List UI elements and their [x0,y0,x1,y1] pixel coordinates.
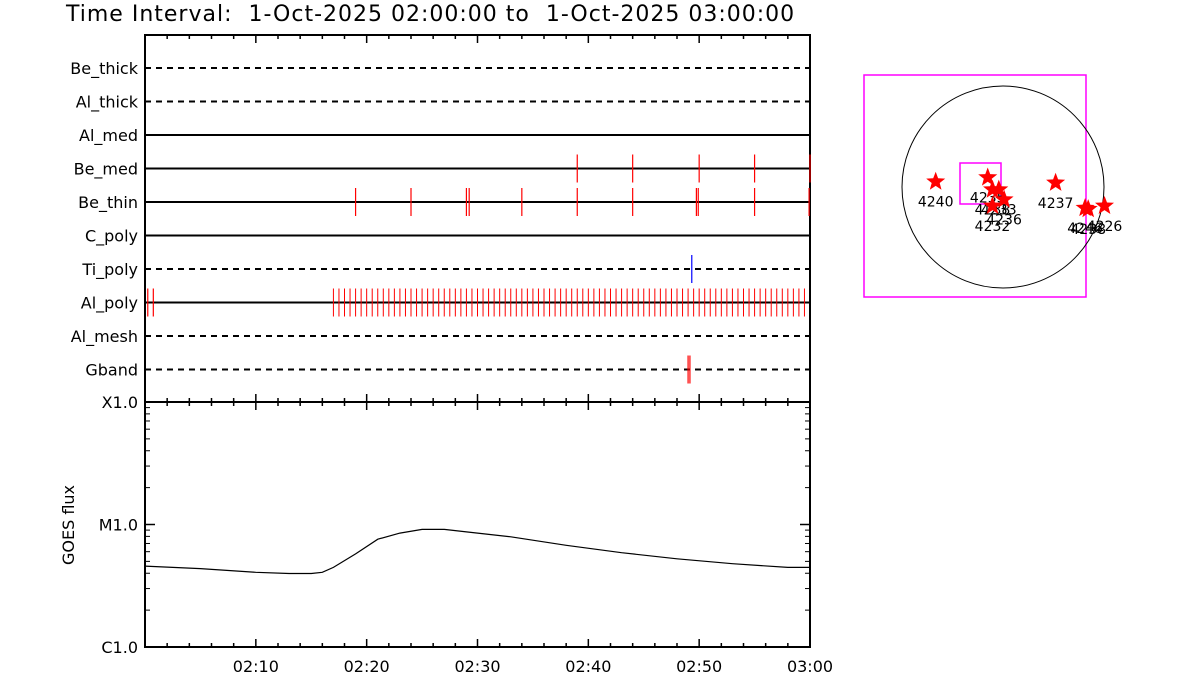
goes-y-label: GOES flux [59,485,78,565]
y-tick-label: M1.0 [99,516,138,535]
x-tick-label: 02:30 [454,657,500,676]
y-tick-label: X1.0 [102,393,138,412]
solar-limb [901,85,1105,289]
ar-marker: 4236 [986,189,1022,229]
channel-c-poly: C_poly [85,227,810,247]
ar-label: 4238 [1070,222,1106,238]
ar-label: 4232 [975,219,1011,235]
ar-marker: 4232 [975,195,1011,235]
ar-marker: 4238 [1070,199,1106,238]
ar-marker: 4240 [918,171,954,211]
fov-box-inner [959,162,1002,205]
channel-gband: Gband [85,355,810,384]
star-icon [1046,172,1066,191]
ar-label: 4237 [1038,196,1074,212]
channel-label: Al_poly [81,294,138,314]
goes-y-axis: C1.0 M1.0 X1.0 [99,393,810,657]
channel-ti-poly: Ti_poly [81,255,810,283]
channel-al-thick: Al_thick [76,93,810,113]
ar-marker: 4226 [1087,195,1123,235]
channel-label: C_poly [85,227,138,247]
timeline-panel: Be_thick Al_thick Al_med Be_med Be_thin C_pol… [70,34,811,403]
goes-x-axis: 02:10 02:20 02:30 02:40 02:50 03:00 [144,402,833,676]
channel-be-thick: Be_thick [70,59,810,79]
ar-label: 4226 [1087,219,1123,235]
channel-label: Be_thin [78,193,138,213]
ar-label: 4238 [975,203,1011,219]
channel-be-med: Be_med [74,154,811,183]
fov-box-outer [863,74,1087,298]
goes-flux-line [144,528,810,575]
ar-label: 4240 [918,195,954,211]
channel-al-poly: Al_poly [81,288,810,317]
channel-label: Al_mesh [71,327,138,347]
channel-rows: Be_thick Al_thick Al_med Be_med Be_thin C_pol… [70,59,811,384]
star-icon [1078,199,1098,218]
star-icon [983,195,1002,214]
x-tick-label: 02:50 [676,657,722,676]
star-icon [994,189,1014,208]
ar-label: 4246 [1067,221,1103,237]
goes-frame [144,401,811,648]
channel-al-med: Al_med [79,126,810,146]
channel-label: Be_thick [70,59,138,79]
channel-label: Al_med [79,126,138,146]
ar-marker: 4237 [1038,172,1074,212]
timeline-x-ticks [144,35,811,402]
star-icon [926,171,946,190]
goes-panel: C1.0 M1.0 X1.0 02:10 02:20 02:30 02:40 02:50 03… [59,393,833,676]
chart-title: Time Interval: 1-Oct-2025 02:00:00 to 1-… [66,2,796,27]
channel-label: Gband [85,361,138,380]
timeline-frame [144,34,811,403]
star-icon [1095,195,1114,214]
y-tick-label: C1.0 [101,638,138,657]
ar-label: 4236 [986,213,1022,229]
x-tick-label: 02:40 [565,657,611,676]
x-tick-label: 03:00 [787,657,833,676]
x-tick-label: 02:20 [344,657,390,676]
channel-al-mesh: Al_mesh [71,327,810,347]
channel-label: Ti_poly [81,260,138,280]
star-icon [989,179,1009,198]
channel-be-thin: Be_thin [78,188,810,216]
star-icon [978,167,998,186]
x-tick-label: 02:10 [233,657,279,676]
channel-label: Al_thick [76,93,139,113]
channel-label: Be_med [74,160,138,180]
